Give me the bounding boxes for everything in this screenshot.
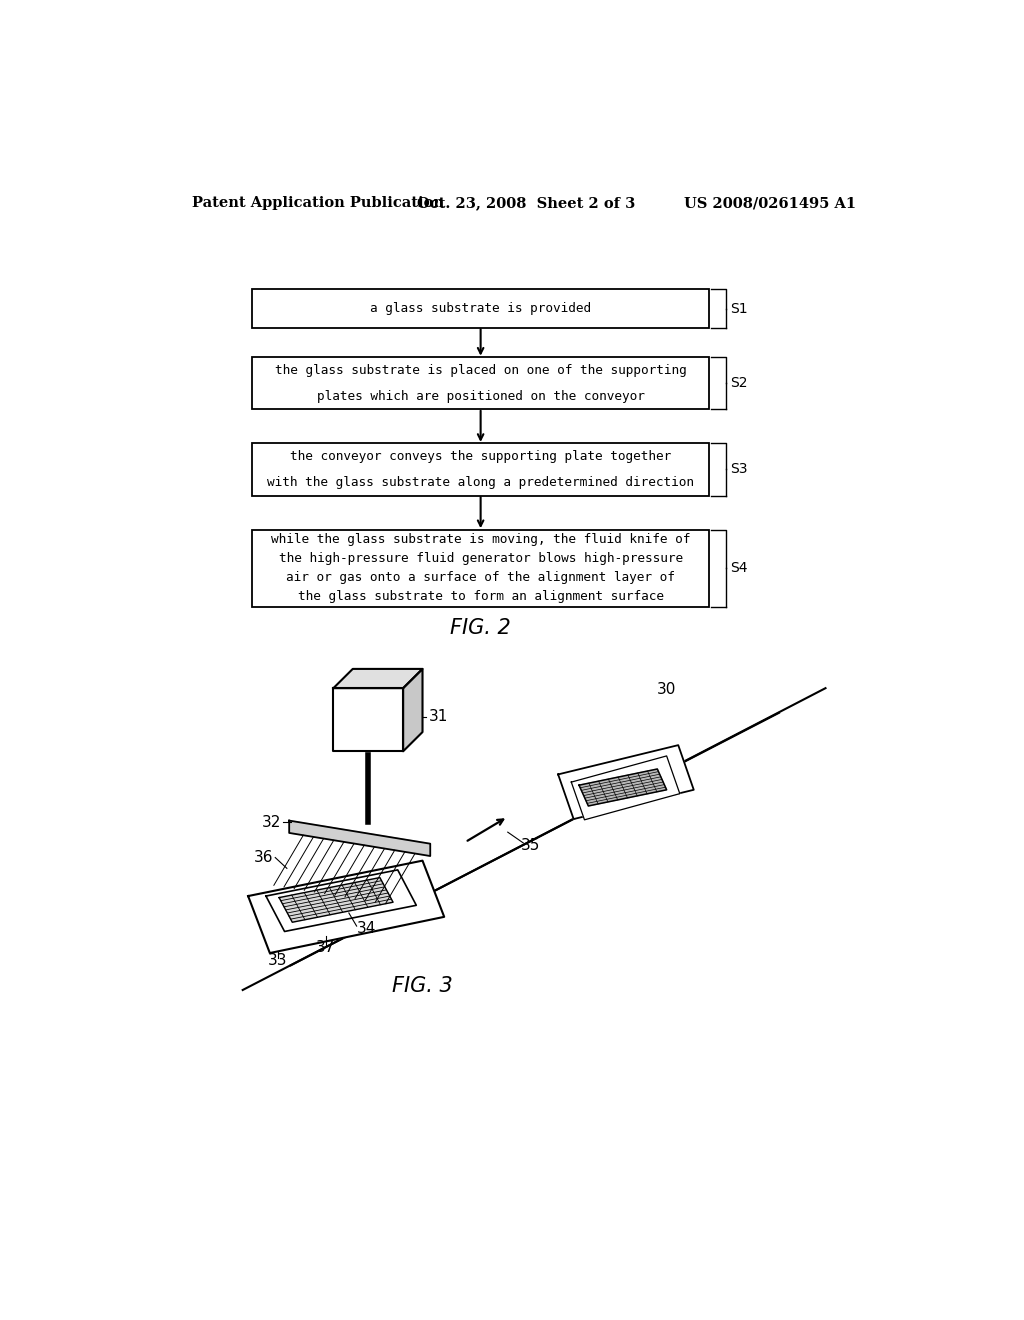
Bar	[252, 289, 710, 327]
Polygon shape	[280, 878, 393, 923]
Text: Patent Application Publication: Patent Application Publication	[191, 197, 443, 210]
Polygon shape	[266, 870, 417, 932]
Text: S2: S2	[730, 376, 748, 391]
Polygon shape	[403, 669, 423, 751]
Bar	[252, 529, 710, 607]
Polygon shape	[571, 756, 680, 820]
Text: while the glass substrate is moving, the fluid knife of: while the glass substrate is moving, the…	[271, 533, 690, 545]
Text: FIG. 3: FIG. 3	[392, 977, 453, 997]
Polygon shape	[579, 770, 667, 807]
Text: 37: 37	[316, 940, 335, 956]
Text: 33: 33	[268, 953, 288, 969]
Text: S4: S4	[730, 561, 748, 576]
Text: 34: 34	[357, 921, 377, 936]
Text: with the glass substrate along a predetermined direction: with the glass substrate along a predete…	[267, 477, 694, 490]
Polygon shape	[289, 821, 430, 857]
Text: 31: 31	[429, 709, 449, 725]
Text: plates which are positioned on the conveyor: plates which are positioned on the conve…	[316, 389, 644, 403]
Text: the glass substrate is placed on one of the supporting: the glass substrate is placed on one of …	[274, 363, 686, 376]
Text: air or gas onto a surface of the alignment layer of: air or gas onto a surface of the alignme…	[286, 572, 675, 585]
Text: 32: 32	[262, 814, 282, 830]
Bar	[252, 358, 710, 409]
Polygon shape	[558, 744, 693, 818]
Text: FIG. 2: FIG. 2	[451, 618, 511, 638]
Text: 35: 35	[521, 838, 541, 853]
Text: the high-pressure fluid generator blows high-pressure: the high-pressure fluid generator blows …	[279, 552, 683, 565]
Bar	[252, 444, 710, 496]
Polygon shape	[248, 861, 444, 953]
Text: 30: 30	[657, 682, 676, 697]
Text: S1: S1	[730, 301, 748, 315]
Text: the glass substrate to form an alignment surface: the glass substrate to form an alignment…	[298, 590, 664, 603]
Text: US 2008/0261495 A1: US 2008/0261495 A1	[684, 197, 856, 210]
Text: S3: S3	[730, 462, 748, 477]
Text: Oct. 23, 2008  Sheet 2 of 3: Oct. 23, 2008 Sheet 2 of 3	[417, 197, 635, 210]
Text: the conveyor conveys the supporting plate together: the conveyor conveys the supporting plat…	[290, 450, 672, 463]
Polygon shape	[334, 669, 423, 688]
Polygon shape	[334, 688, 403, 751]
Text: 36: 36	[254, 850, 273, 865]
Text: a glass substrate is provided: a glass substrate is provided	[370, 302, 591, 315]
